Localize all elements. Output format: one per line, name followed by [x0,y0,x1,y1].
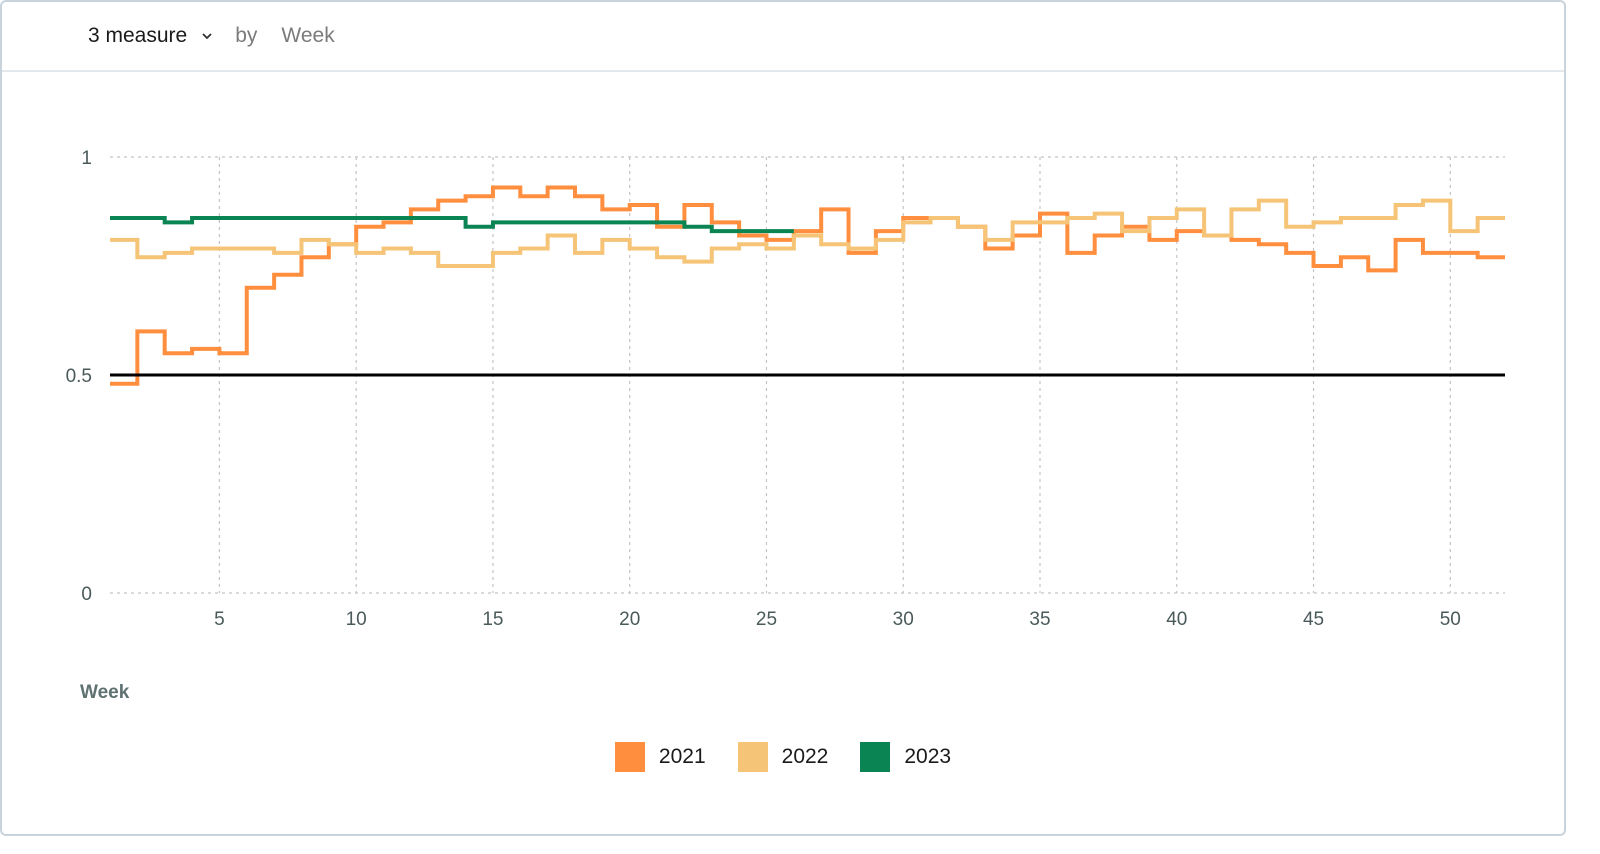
x-axis-label: Week [80,682,130,703]
legend-swatch-2021 [614,742,645,772]
y-axis: 00.51 [66,148,92,605]
legend: 2021 2022 2023 [0,742,1566,772]
legend-item-2023[interactable]: 2023 [860,742,951,772]
series-lines [110,185,1505,386]
measure-label: 3 measure [88,24,188,47]
legend-label-2022: 2022 [781,745,829,768]
x-tick-label: 25 [756,609,777,630]
legend-item-2021[interactable]: 2021 [614,742,706,772]
line-chart: 00.51 5 10 15 20 25 30 35 40 45 50 Week [66,148,1505,703]
y-tick-label: 0.5 [66,366,92,387]
y-tick-label: 1 [81,148,92,169]
x-axis: 5 10 15 20 25 30 35 40 45 50 [214,609,1461,630]
measure-selector[interactable]: 3 measure [88,24,213,48]
legend-label-2021: 2021 [658,745,706,768]
chevron-down-icon [202,33,212,40]
legend-label-2023: 2023 [904,745,952,768]
series-line-2023[interactable] [110,216,794,234]
chart-header: 3 measure by Week [2,2,1564,72]
x-tick-label: 20 [619,609,640,630]
chart-card: 3 measure by Week [0,0,1566,836]
x-tick-label: 10 [346,609,367,630]
series-line-2022[interactable] [110,198,1505,268]
legend-item-2022[interactable]: 2022 [737,742,829,772]
x-tick-label: 30 [893,609,914,630]
legend-swatch-2023 [860,742,891,772]
x-tick-label: 45 [1303,609,1324,630]
dimension-selector[interactable]: Week [281,24,335,47]
x-tick-label: 50 [1440,609,1461,630]
by-label: by [235,24,258,47]
x-tick-label: 15 [482,609,503,630]
x-tick-label: 40 [1166,609,1187,630]
legend-swatch-2022 [737,742,768,772]
x-tick-label: 35 [1029,609,1050,630]
x-tick-label: 5 [214,609,225,630]
y-tick-label: 0 [81,584,92,605]
